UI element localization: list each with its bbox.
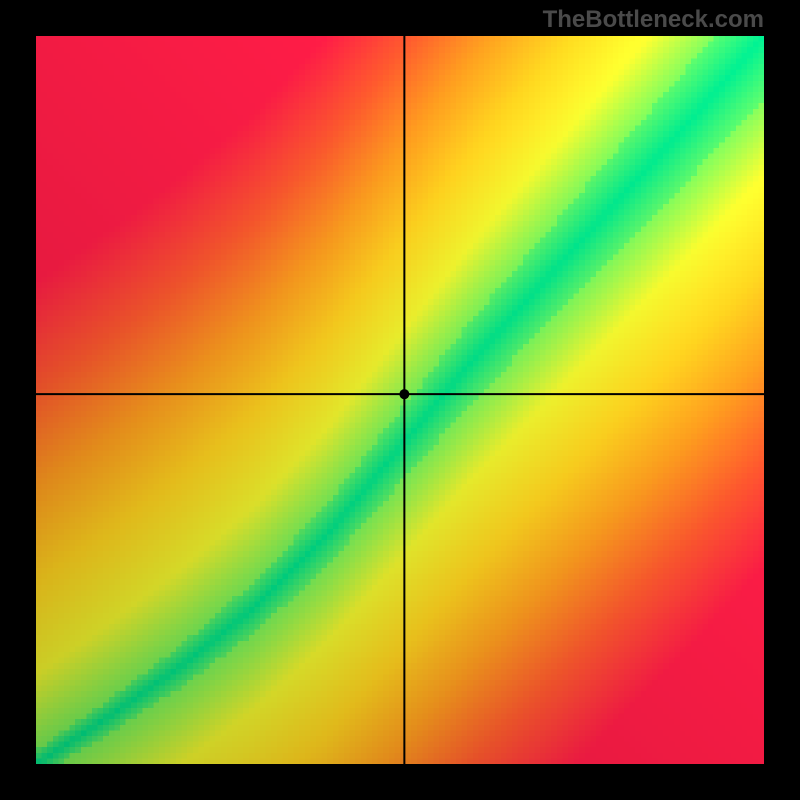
watermark-text: TheBottleneck.com <box>543 6 764 34</box>
chart-container: TheBottleneck.com <box>0 0 800 800</box>
bottleneck-heatmap <box>36 36 764 764</box>
